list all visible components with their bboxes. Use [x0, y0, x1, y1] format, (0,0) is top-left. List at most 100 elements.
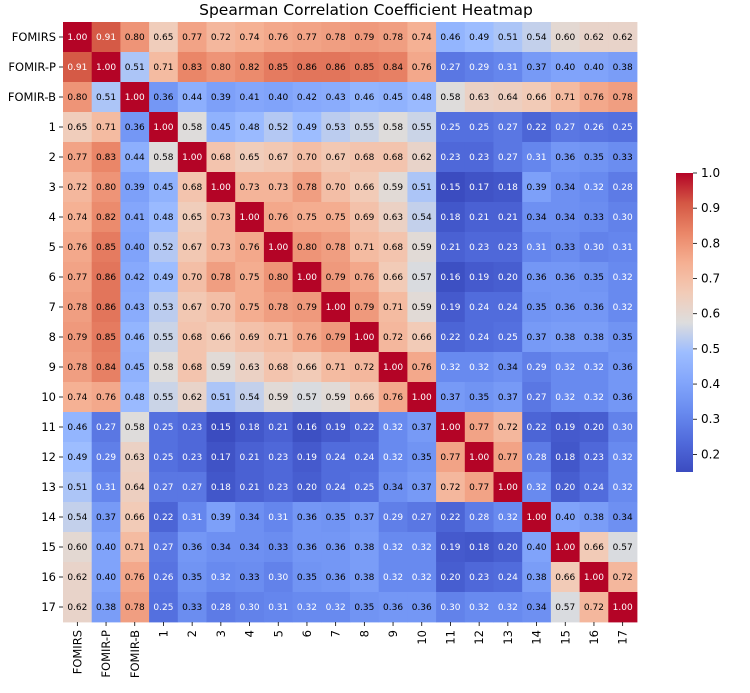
- heatmap-cell: [550, 202, 580, 233]
- heatmap-cell: [493, 82, 523, 113]
- cell-value-label: 0.70: [326, 183, 346, 193]
- heatmap-cell: [579, 442, 609, 473]
- heatmap-cell: [120, 232, 150, 263]
- cell-value-label: 0.32: [498, 513, 518, 523]
- cell-value-label: 0.34: [498, 363, 518, 373]
- heatmap-cell: [493, 322, 523, 353]
- x-tick-label: FOMIRS: [70, 630, 84, 674]
- heatmap-cell: [263, 382, 293, 413]
- cell-value-label: 0.39: [211, 513, 231, 523]
- cell-value-label: 0.17: [211, 453, 231, 463]
- cell-value-label: 0.35: [584, 273, 604, 283]
- cell-value-label: 0.74: [67, 393, 87, 403]
- cell-value-label: 0.55: [153, 393, 173, 403]
- cell-value-label: 1.00: [555, 543, 575, 553]
- cell-value-label: 0.37: [412, 423, 432, 433]
- heatmap-cell: [263, 52, 293, 83]
- cell-value-label: 0.27: [96, 423, 116, 433]
- cell-value-label: 0.78: [67, 363, 87, 373]
- cell-value-label: 0.31: [613, 243, 633, 253]
- heatmap-cell: [608, 322, 638, 353]
- cell-value-label: 0.78: [125, 603, 145, 613]
- cell-value-label: 0.32: [584, 363, 604, 373]
- cell-value-label: 0.77: [469, 483, 489, 493]
- cell-value-label: 0.49: [469, 33, 489, 43]
- heatmap-cell: [608, 262, 638, 293]
- cell-value-label: 0.64: [125, 483, 145, 493]
- heatmap-cell: [350, 442, 380, 473]
- x-tick-label: 12: [472, 630, 486, 645]
- heatmap-cell: [579, 592, 609, 623]
- cell-value-label: 0.77: [498, 453, 518, 463]
- cell-value-label: 0.69: [240, 333, 260, 343]
- cell-value-label: 0.20: [584, 423, 604, 433]
- heatmap-cell: [378, 412, 408, 443]
- heatmap-cell: [579, 82, 609, 113]
- heatmap-cell: [493, 562, 523, 593]
- heatmap-cell: [550, 532, 580, 563]
- heatmap-cell: [235, 142, 265, 173]
- heatmap-cell: [149, 322, 179, 353]
- cell-value-label: 0.76: [412, 63, 432, 73]
- cell-value-label: 0.49: [67, 453, 87, 463]
- heatmap-cell: [436, 442, 466, 473]
- colorbar-tick-label: 0.3: [701, 412, 720, 426]
- heatmap-cell: [378, 202, 408, 233]
- heatmap-cell: [177, 502, 207, 533]
- cell-value-label: 0.21: [498, 213, 518, 223]
- cell-value-label: 0.67: [182, 243, 202, 253]
- heatmap-cell: [522, 262, 552, 293]
- cell-value-label: 0.68: [354, 153, 374, 163]
- heatmap-cell: [378, 382, 408, 413]
- cell-value-label: 0.77: [440, 453, 460, 463]
- cell-value-label: 0.32: [555, 363, 575, 373]
- cell-value-label: 0.30: [440, 603, 460, 613]
- heatmap-cell: [464, 322, 494, 353]
- heatmap-cell: [579, 412, 609, 443]
- cell-value-label: 0.30: [613, 423, 633, 433]
- cell-value-label: 0.38: [527, 573, 547, 583]
- cell-value-label: 1.00: [527, 513, 547, 523]
- heatmap-cell: [550, 172, 580, 203]
- x-tick-label: 1: [156, 630, 170, 637]
- heatmap-cell: [292, 112, 322, 143]
- cell-value-label: 0.59: [383, 183, 403, 193]
- heatmap-cell: [120, 412, 150, 443]
- heatmap-cell: [63, 382, 93, 413]
- heatmap-cell: [321, 352, 351, 383]
- y-tick-label: 10: [41, 390, 56, 404]
- cell-value-label: 0.28: [211, 603, 231, 613]
- x-tick-label: 6: [300, 630, 314, 637]
- heatmap-cell: [464, 382, 494, 413]
- heatmap-cell: [149, 352, 179, 383]
- cell-value-label: 0.45: [153, 183, 173, 193]
- x-tick-label: 4: [243, 630, 257, 637]
- heatmap-cell: [522, 232, 552, 263]
- cell-value-label: 0.38: [354, 543, 374, 553]
- heatmap-cell: [149, 232, 179, 263]
- heatmap-cell: [608, 532, 638, 563]
- cell-value-label: 0.43: [125, 303, 145, 313]
- cell-value-label: 0.68: [182, 333, 202, 343]
- heatmap-cell: [464, 52, 494, 83]
- cell-value-label: 0.30: [240, 603, 260, 613]
- cell-value-label: 0.58: [440, 93, 460, 103]
- cell-value-label: 0.25: [498, 333, 518, 343]
- heatmap-cell: [350, 262, 380, 293]
- heatmap-cell: [350, 142, 380, 173]
- cell-value-label: 0.36: [297, 513, 317, 523]
- heatmap-cell: [206, 502, 236, 533]
- heatmap-cell: [206, 52, 236, 83]
- heatmap-cell: [407, 412, 437, 443]
- heatmap-cell: [63, 82, 93, 113]
- heatmap-cell: [149, 502, 179, 533]
- cell-value-label: 0.71: [326, 363, 346, 373]
- cell-value-label: 0.55: [153, 333, 173, 343]
- cell-value-label: 0.36: [383, 603, 403, 613]
- heatmap-cell: [407, 232, 437, 263]
- heatmap-cell: [350, 532, 380, 563]
- cell-value-label: 0.76: [584, 93, 604, 103]
- cell-value-label: 0.34: [555, 183, 575, 193]
- heatmap-cell: [120, 322, 150, 353]
